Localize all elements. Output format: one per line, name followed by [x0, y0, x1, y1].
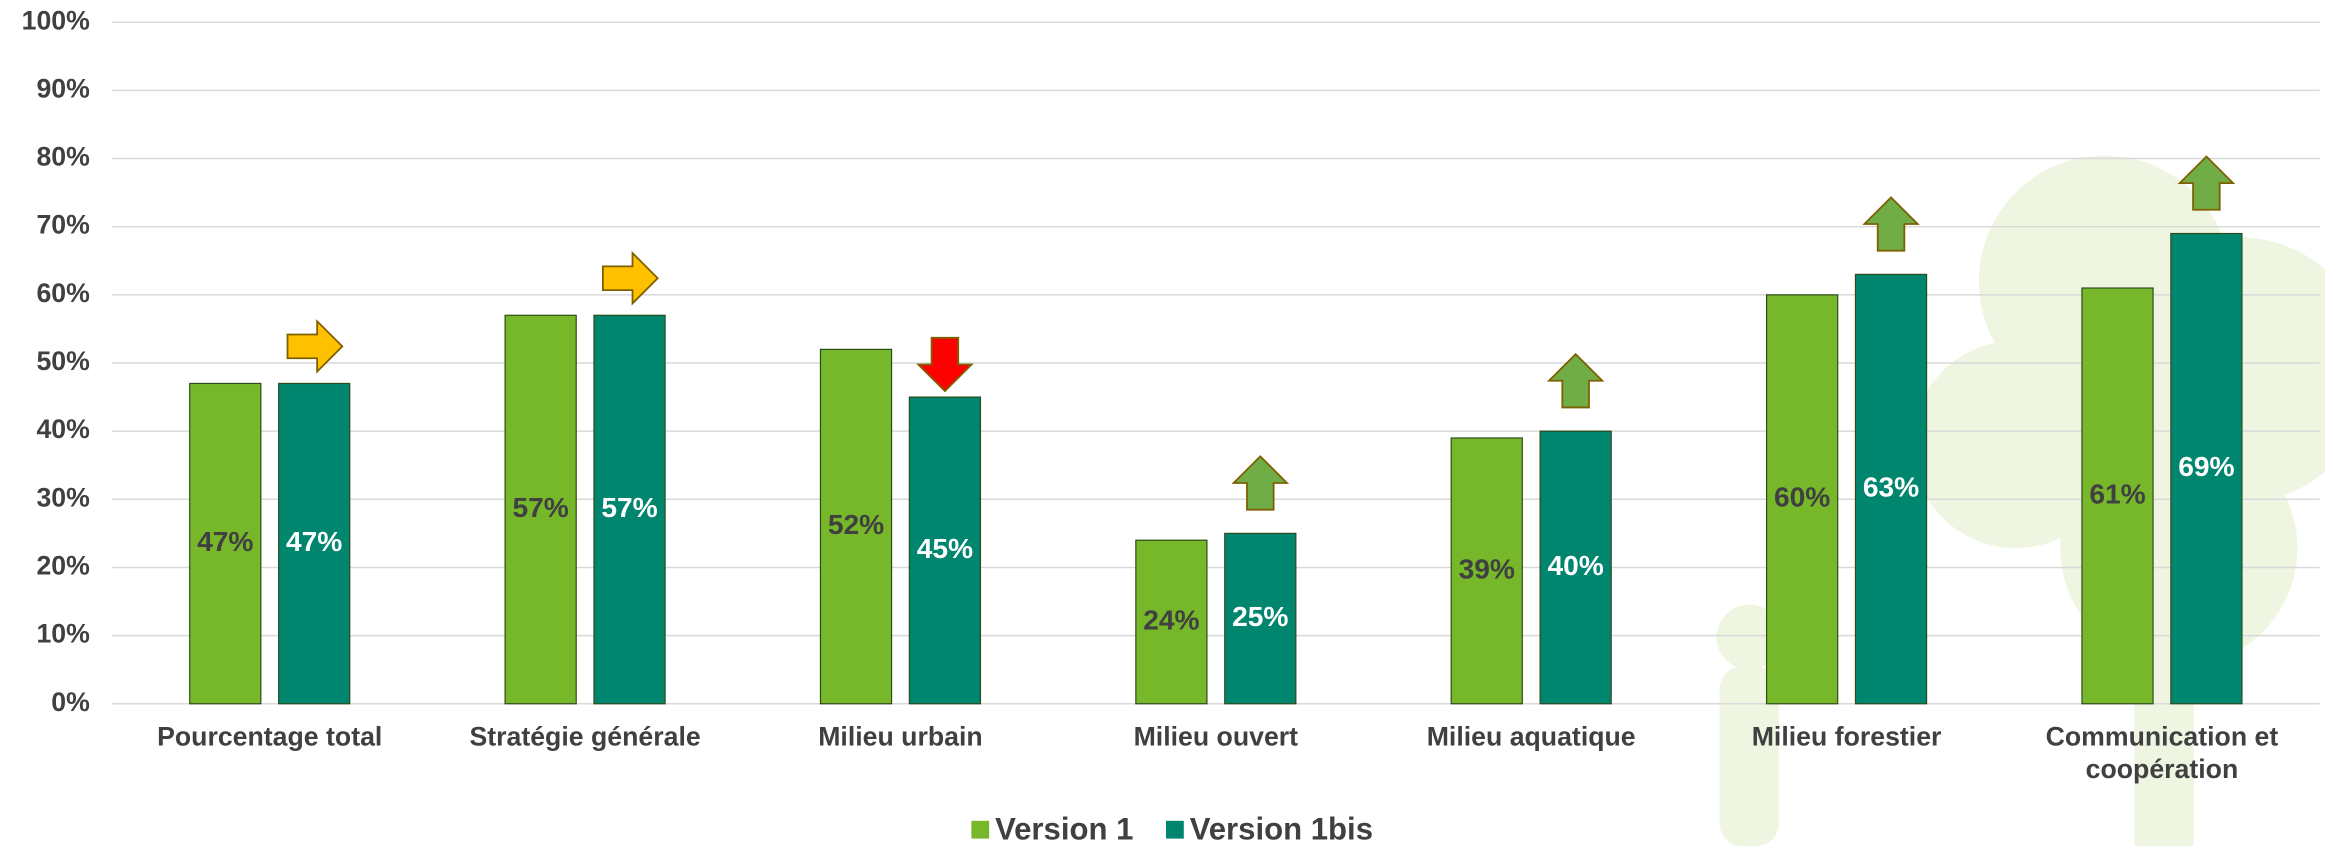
x-tick-label-box: Milieu urbain [745, 720, 1056, 809]
value-label: 40% [1547, 550, 1603, 581]
value-label: 57% [512, 492, 568, 523]
value-label: 69% [2178, 451, 2234, 482]
y-tick-label: 20% [36, 551, 89, 581]
value-label: 25% [1232, 601, 1288, 632]
x-tick-label-box: Communication et coopération [2006, 720, 2317, 809]
legend-label: Version 1 [995, 811, 1133, 846]
x-tick-label-box: Milieu forestier [1691, 720, 2002, 809]
trend-arrow [1864, 197, 1917, 250]
value-label: 52% [828, 509, 884, 540]
legend-label: Version 1bis [1190, 811, 1373, 846]
x-tick-label-box: Pourcentage total [114, 720, 425, 809]
trend-arrow [918, 338, 971, 391]
x-tick-label-box: Milieu aquatique [1376, 720, 1687, 809]
y-tick-label: 50% [36, 346, 89, 376]
x-tick-label: Milieu aquatique [1376, 720, 1687, 753]
y-tick-label: 100% [22, 5, 90, 35]
y-tick-label: 10% [36, 619, 89, 649]
value-label: 39% [1459, 553, 1515, 584]
x-tick-label-box: Stratégie générale [430, 720, 741, 809]
value-label: 63% [1863, 472, 1919, 503]
y-tick-label: 70% [36, 210, 89, 240]
value-label: 45% [917, 533, 973, 564]
value-label: 60% [1774, 482, 1830, 513]
trend-arrow [603, 253, 658, 303]
value-label: 24% [1143, 604, 1199, 635]
legend-swatch [971, 821, 989, 839]
y-tick-label: 0% [51, 687, 90, 717]
x-tick-label: Pourcentage total [114, 720, 425, 753]
trend-arrow [1234, 456, 1287, 509]
value-label: 57% [601, 492, 657, 523]
y-tick-label: 30% [36, 482, 89, 512]
value-label: 47% [286, 526, 342, 557]
trend-arrow [288, 321, 343, 371]
chart: 0% 10% 20% 30% 40% 50% 60% 70% 80% 90% 100% Pourcen… [0, 0, 2325, 846]
y-tick-label: 90% [36, 73, 89, 103]
value-label: 47% [197, 526, 253, 557]
legend: Version 1 Version 1bis [971, 811, 1373, 846]
x-tick-label: Milieu urbain [745, 720, 1056, 753]
y-tick-label: 60% [36, 278, 89, 308]
trend-arrow [1549, 354, 1602, 407]
y-tick-label: 40% [36, 414, 89, 444]
legend-swatch [1166, 821, 1184, 839]
x-tick-label: Milieu forestier [1691, 720, 2002, 753]
x-tick-label-box: Milieu ouvert [1060, 720, 1371, 809]
value-label: 61% [2089, 478, 2145, 509]
x-tick-label: Milieu ouvert [1060, 720, 1371, 753]
x-tick-label: Stratégie générale [430, 720, 741, 753]
x-tick-label: Communication et coopération [2006, 720, 2317, 785]
y-tick-label: 80% [36, 142, 89, 172]
